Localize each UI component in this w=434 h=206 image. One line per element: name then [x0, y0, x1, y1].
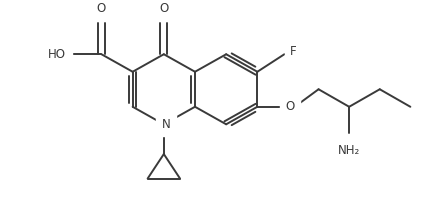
Text: O: O — [97, 2, 106, 15]
Text: O: O — [284, 100, 294, 113]
Text: O: O — [159, 2, 168, 15]
Text: HO: HO — [48, 48, 66, 61]
Text: NH₂: NH₂ — [337, 144, 359, 157]
Text: N: N — [161, 118, 170, 131]
Text: F: F — [289, 45, 296, 58]
